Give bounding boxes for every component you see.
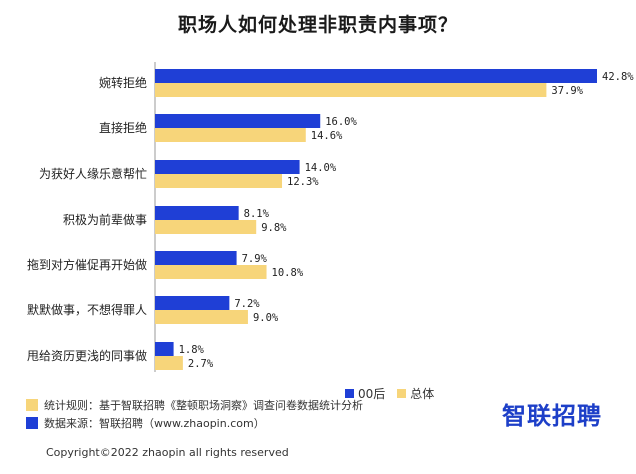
category-label: 甩给资历更浅的同事做: [27, 348, 147, 363]
data-label: 16.0%: [325, 116, 357, 128]
bar-00hou: [155, 251, 237, 265]
note-data-source-swatch: [26, 417, 38, 429]
data-label: 9.0%: [253, 312, 279, 324]
legend: 00后 总体: [345, 385, 434, 402]
note-stat-rule-swatch: [26, 399, 38, 411]
data-label: 12.3%: [287, 176, 319, 188]
category-label: 积极为前辈做事: [63, 212, 147, 227]
bar-zongti: [155, 356, 183, 370]
bar-00hou: [155, 342, 174, 356]
legend-label-zongti: 总体: [410, 387, 435, 401]
bar-00hou: [155, 114, 321, 128]
footnotes: 统计规则：基于智联招聘《整顿职场洞察》调查问卷数据统计分析 数据来源：智联招聘（…: [26, 396, 363, 432]
category-label: 直接拒绝: [99, 120, 147, 135]
bar-zongti: [155, 83, 547, 97]
bar-00hou: [155, 160, 300, 174]
bar-zongti: [155, 310, 248, 324]
note-stat-rule: 统计规则：基于智联招聘《整顿职场洞察》调查问卷数据统计分析: [26, 396, 363, 414]
data-label: 9.8%: [261, 222, 287, 234]
note-data-source-text: 数据来源：智联招聘（www.zhaopin.com）: [44, 417, 265, 430]
copyright: Copyright©2022 zhaopin all rights reserv…: [46, 446, 289, 459]
brand-logo: 智联招聘: [502, 402, 602, 430]
category-label: 婉转拒绝: [99, 75, 147, 90]
bar-00hou: [155, 69, 597, 83]
bar-zongti: [155, 128, 306, 142]
bar-zongti: [155, 265, 267, 279]
note-data-source: 数据来源：智联招聘（www.zhaopin.com）: [26, 414, 363, 432]
data-label: 7.2%: [234, 298, 260, 310]
data-label: 42.8%: [602, 71, 634, 83]
data-label: 37.9%: [551, 85, 583, 97]
bar-00hou: [155, 206, 239, 220]
legend-swatch-zongti: [397, 389, 407, 398]
data-label: 14.0%: [305, 162, 337, 174]
data-label: 8.1%: [244, 208, 270, 220]
bar-zongti: [155, 174, 283, 188]
legend-swatch-00hou: [345, 389, 354, 398]
data-label: 2.7%: [188, 358, 214, 370]
bar-00hou: [155, 296, 230, 310]
legend-label-00hou: 00后: [358, 387, 386, 401]
note-stat-rule-text: 统计规则：基于智联招聘《整顿职场洞察》调查问卷数据统计分析: [44, 399, 363, 412]
category-label: 默默做事，不想得罪人: [27, 302, 147, 317]
bar-chart: 婉转拒绝直接拒绝为获好人缘乐意帮忙积极为前辈做事拖到对方催促再开始做默默做事，不…: [27, 62, 634, 372]
data-label: 10.8%: [272, 267, 304, 279]
data-label: 1.8%: [179, 344, 205, 356]
bar-zongti: [155, 220, 257, 234]
category-label: 拖到对方催促再开始做: [27, 257, 147, 272]
data-label: 14.6%: [311, 130, 343, 142]
category-label: 为获好人缘乐意帮忙: [39, 166, 147, 181]
chart-title: 职场人如何处理非职责内事项？: [177, 14, 458, 36]
data-label: 7.9%: [242, 253, 268, 265]
